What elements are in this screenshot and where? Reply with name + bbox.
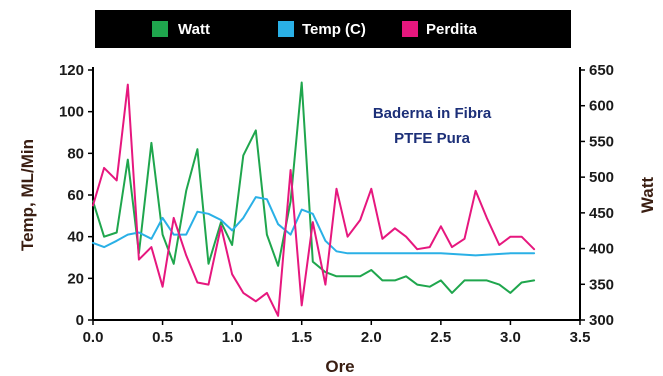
y-right-ticks: 300 350 400 450 500 550 600 650	[580, 62, 614, 329]
y-left-tick-label: 100	[59, 104, 84, 121]
y-left-tick-label: 120	[59, 62, 84, 79]
y-right-tick-label: 550	[589, 133, 614, 150]
legend-swatch-watt	[152, 21, 168, 37]
legend-label-temp: Temp (C)	[302, 21, 366, 38]
y-left-tick-label: 0	[76, 312, 84, 329]
y-right-tick-label: 650	[589, 62, 614, 79]
x-tick-label: 2.0	[361, 329, 382, 346]
y-left-tick-label: 60	[67, 187, 84, 204]
legend-background	[95, 10, 571, 48]
y-axis-right-title: Watt	[638, 177, 657, 214]
legend-label-watt: Watt	[178, 21, 210, 38]
y-left-tick-label: 40	[67, 229, 84, 246]
annotation-line-1: Baderna in Fibra	[373, 105, 492, 122]
legend-swatch-perdita	[402, 21, 418, 37]
legend: Watt Temp (C) Perdita	[95, 10, 571, 48]
y-left-tick-label: 80	[67, 145, 84, 162]
x-tick-label: 1.5	[291, 329, 312, 346]
x-tick-label: 3.0	[500, 329, 521, 346]
y-right-tick-label: 600	[589, 98, 614, 115]
series-line-temp	[92, 196, 536, 257]
y-left-tick-label: 20	[67, 270, 84, 287]
y-axis-left-title: Temp, ML/Min	[18, 139, 37, 251]
legend-swatch-temp	[278, 21, 294, 37]
y-left-ticks: 0 20 40 60 80 100 120	[59, 62, 93, 329]
y-right-tick-label: 500	[589, 169, 614, 186]
series-line-watt	[92, 81, 536, 294]
y-right-tick-label: 450	[589, 205, 614, 222]
series-line-perdita	[92, 83, 536, 317]
y-right-tick-label: 350	[589, 276, 614, 293]
legend-label-perdita: Perdita	[426, 21, 478, 38]
x-tick-label: 3.5	[570, 329, 591, 346]
x-tick-label: 0.5	[152, 329, 173, 346]
series-group	[92, 81, 536, 317]
x-tick-label: 1.0	[222, 329, 243, 346]
y-right-tick-label: 400	[589, 241, 614, 258]
x-tick-label: 0.0	[83, 329, 104, 346]
y-right-tick-label: 300	[589, 312, 614, 329]
annotation-line-2: PTFE Pura	[394, 130, 471, 147]
x-axis-title: Ore	[325, 357, 354, 376]
x-ticks: 0.0 0.5 1.0 1.5 2.0 2.5 3.0 3.5	[83, 320, 591, 346]
x-tick-label: 2.5	[430, 329, 451, 346]
